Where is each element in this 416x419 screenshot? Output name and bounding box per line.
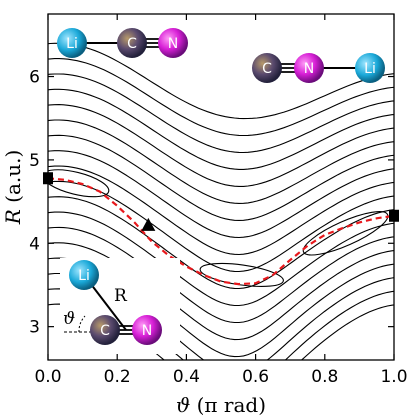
x-tick-label: 0.6	[242, 367, 269, 387]
y-tick-label: 3	[29, 318, 40, 338]
saddle-point-marker	[141, 217, 156, 231]
contour-line	[48, 150, 394, 239]
li-atom-icon	[69, 260, 99, 290]
x-tick-label: 0.2	[104, 367, 131, 387]
contour-line	[48, 42, 394, 120]
x-tick-label: 0.4	[173, 367, 200, 387]
coordinate-inset: Li C N R ϑ	[60, 258, 180, 354]
atom-label: N	[304, 61, 314, 77]
mep-line	[48, 177, 394, 286]
contour-line	[199, 262, 284, 288]
atom-label: N	[142, 323, 152, 339]
axis-ticks: 0.0 0.2 0.4 0.6 0.8 1.0 3 4 5 6	[29, 14, 408, 387]
n-atom-icon	[294, 53, 324, 83]
x-tick-label: 1.0	[380, 367, 407, 387]
atom-label: Li	[66, 36, 78, 52]
li-atom-icon	[57, 28, 87, 58]
contour-line	[48, 169, 110, 198]
y-tick-label: 4	[29, 234, 40, 254]
c-atom-icon	[117, 28, 147, 58]
atom-label: C	[100, 323, 110, 339]
atom-label: Li	[78, 268, 90, 284]
contour-line	[48, 119, 394, 204]
contour-line	[48, 58, 394, 137]
contour-line	[48, 226, 394, 324]
minimum-energy-path	[48, 177, 394, 286]
contour-line	[48, 73, 394, 154]
c-atom-icon	[252, 53, 282, 83]
angle-label: ϑ	[63, 309, 75, 329]
c-atom-icon	[90, 315, 120, 345]
x-axis-label: ϑ (π rad)	[176, 393, 266, 417]
x-tick-label: 0.8	[311, 367, 338, 387]
contour-line	[48, 134, 394, 221]
contour-line	[48, 88, 394, 170]
atom-label: N	[168, 36, 178, 52]
bond-length-label: R	[114, 286, 128, 306]
li-atom-icon	[355, 53, 385, 83]
molecule-top-left: Li C N	[57, 28, 188, 58]
n-atom-icon	[158, 28, 188, 58]
atom-label: C	[127, 36, 137, 52]
x-tick-label: 0.0	[34, 367, 61, 387]
plot-frame	[47, 13, 395, 361]
contour-line	[48, 211, 394, 307]
n-atom-icon	[132, 315, 162, 345]
contour-line	[48, 104, 394, 187]
y-tick-label: 6	[29, 68, 40, 88]
contour-line	[302, 211, 389, 256]
contour-line	[48, 242, 394, 341]
atom-label: Li	[364, 61, 376, 77]
contour-line	[48, 165, 394, 256]
atom-label: C	[262, 61, 272, 77]
stationary-point-markers	[43, 172, 399, 231]
molecule-top-right: C N Li	[252, 53, 385, 83]
y-axis-label: R (a.u.)	[1, 150, 25, 226]
y-tick-label: 5	[29, 151, 40, 171]
